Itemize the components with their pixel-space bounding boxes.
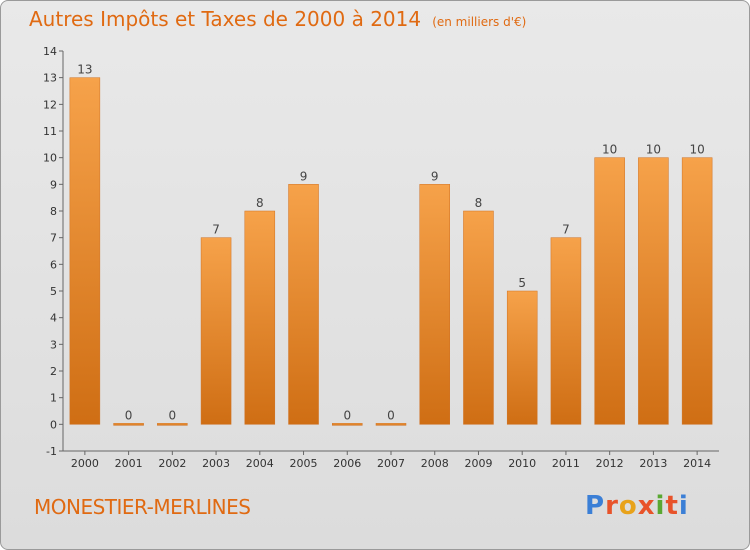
y-tick-label: 8	[50, 205, 57, 218]
x-tick-label: 2012	[596, 457, 624, 470]
commune-name: MONESTIER-MERLINES	[34, 495, 251, 519]
y-tick-label: 6	[50, 258, 57, 271]
bar-value-label: 0	[125, 408, 133, 422]
bar-value-label: 8	[475, 196, 483, 210]
y-tick-label: 1	[50, 392, 57, 405]
bar-value-label: 7	[212, 223, 220, 237]
bar	[681, 157, 713, 425]
bar	[594, 157, 625, 425]
x-tick-label: 2014	[683, 457, 711, 470]
x-tick-label: 2010	[508, 457, 536, 470]
bar	[69, 77, 101, 425]
y-tick-label: 14	[43, 45, 57, 58]
x-tick-label: 2008	[421, 457, 449, 470]
bar-value-label: 8	[256, 196, 264, 210]
x-tick-label: 2006	[333, 457, 361, 470]
bar-value-label: 10	[646, 143, 661, 157]
bar	[506, 290, 538, 425]
bar	[419, 184, 450, 425]
y-tick-label: 5	[50, 285, 57, 298]
proxiti-logo: Proxiti	[585, 491, 689, 521]
value-labels: 13 0 0 7 8 9 0 0 9 8 5 7 10 10 10	[77, 63, 705, 423]
bar	[200, 237, 232, 425]
y-tick-label: 9	[50, 178, 57, 191]
y-tick-label: 0	[50, 418, 57, 431]
y-tick-label: 7	[50, 232, 57, 245]
x-tick-label: 2005	[290, 457, 318, 470]
bar-value-label: 10	[602, 143, 617, 157]
y-tick-label: 3	[50, 338, 57, 351]
bar-value-label: 0	[169, 408, 177, 422]
y-tick-label: 4	[50, 312, 57, 325]
y-tick-label: 11	[43, 125, 57, 138]
bar-value-label: 9	[300, 169, 308, 183]
bar-value-label: 0	[387, 408, 395, 422]
logo-letter: i	[678, 491, 689, 521]
bar	[288, 184, 319, 425]
y-tick-label: 13	[43, 72, 57, 85]
x-tick-label: 2011	[552, 457, 580, 470]
bar-value-label: 10	[689, 143, 704, 157]
bar	[375, 423, 407, 426]
bar-value-label: 13	[77, 63, 92, 77]
logo-letter: i	[655, 491, 666, 521]
x-tick-label: 2002	[158, 457, 186, 470]
bar-value-label: 5	[518, 276, 526, 290]
bar	[157, 423, 188, 426]
x-tick-label: 2013	[639, 457, 667, 470]
bar-value-label: 9	[431, 169, 439, 183]
bar	[638, 157, 669, 425]
logo-letter: x	[637, 491, 656, 521]
chart-title: Autres Impôts et Taxes de 2000 à 2014	[29, 7, 422, 31]
y-tick-label: 12	[43, 98, 57, 111]
bar	[550, 237, 582, 425]
logo-letter: t	[665, 491, 679, 521]
logo-letter: o	[618, 491, 638, 521]
bar	[463, 210, 494, 425]
bar	[332, 423, 363, 426]
chart-unit: (en milliers d'€)	[432, 15, 527, 29]
bar-value-label: 0	[343, 408, 351, 422]
x-tick-label: 2003	[202, 457, 230, 470]
y-tick-label: 10	[43, 152, 57, 165]
logo-letter: P	[585, 491, 606, 521]
x-tick-label: 2001	[115, 457, 143, 470]
x-tick-label: 2009	[464, 457, 492, 470]
x-tick-label: 2004	[246, 457, 274, 470]
y-tick-label: -1	[46, 445, 57, 458]
x-tick-label: 2000	[71, 457, 99, 470]
bars	[69, 77, 713, 426]
x-tick-label: 2007	[377, 457, 405, 470]
chart-title-block: Autres Impôts et Taxes de 2000 à 2014 (e…	[29, 7, 526, 31]
y-tick-label: 2	[50, 365, 57, 378]
bar	[244, 210, 276, 425]
bar-value-label: 7	[562, 223, 570, 237]
logo-letter: r	[605, 491, 619, 521]
bar	[113, 423, 144, 426]
